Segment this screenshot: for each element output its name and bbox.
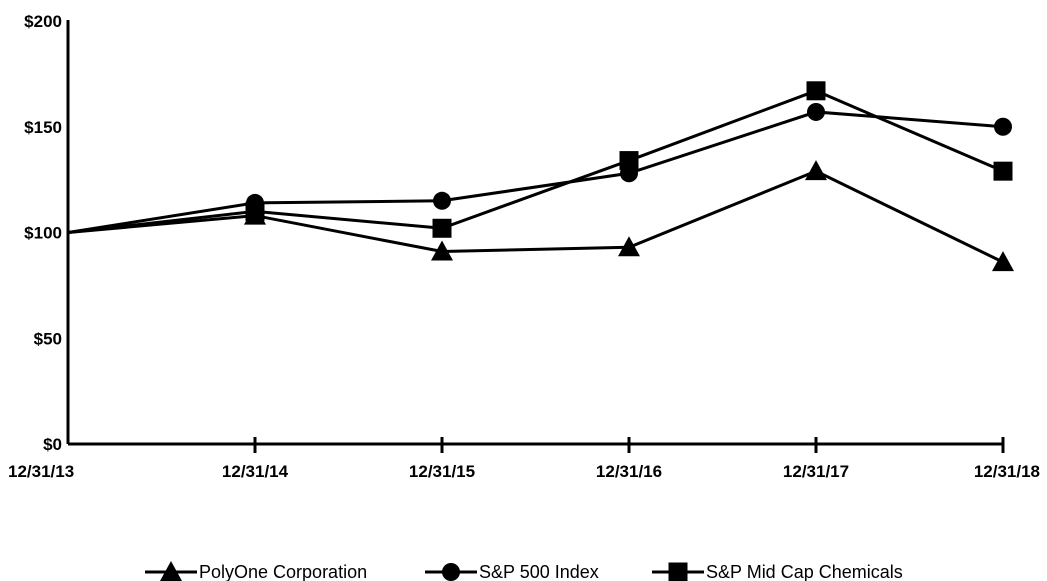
axes — [66, 20, 1005, 453]
data-point-square — [245, 201, 265, 221]
legend-label: S&P 500 Index — [479, 562, 599, 581]
x-tick-label: 12/31/18 — [974, 462, 1040, 481]
data-point-square — [806, 81, 826, 101]
x-tick-label: 12/31/16 — [596, 462, 662, 481]
legend: PolyOne Corporation S&P 500 Index S&P Mid … — [145, 561, 903, 581]
y-tick-label: $0 — [43, 435, 62, 454]
data-point-triangle — [992, 251, 1014, 272]
series-line — [67, 169, 1004, 264]
x-axis-tick-labels: 12/31/13 12/31/14 12/31/15 12/31/16 12/31/17… — [8, 462, 1040, 481]
series-line — [67, 89, 1004, 234]
legend-marker-square — [668, 562, 688, 581]
data-point-square — [432, 218, 452, 238]
data-point-triangle — [805, 160, 827, 181]
data-point-triangle — [431, 240, 453, 261]
data-point-circle — [994, 117, 1012, 136]
x-tick-label: 12/31/14 — [222, 462, 289, 481]
legend-item: S&P 500 Index — [425, 562, 599, 581]
y-axis-tick-labels: $0 $50 $100 $150 $200 — [24, 12, 62, 454]
y-tick-label: $100 — [24, 224, 62, 243]
y-tick-label: $200 — [24, 12, 62, 31]
legend-label: PolyOne Corporation — [199, 562, 367, 581]
legend-item: S&P Mid Cap Chemicals — [652, 562, 903, 581]
data-point-square — [619, 151, 639, 171]
series-lines — [67, 81, 1014, 272]
x-tick-label: 12/31/15 — [409, 462, 475, 481]
x-tick-label: 12/31/17 — [783, 462, 849, 481]
legend-item: PolyOne Corporation — [145, 561, 367, 581]
legend-label: S&P Mid Cap Chemicals — [706, 562, 903, 581]
data-point-circle — [807, 102, 825, 121]
y-tick-label: $150 — [24, 118, 62, 137]
x-tick-label: 12/31/13 — [8, 462, 74, 481]
data-point-triangle — [618, 236, 640, 257]
legend-marker-circle — [442, 563, 460, 581]
series-square — [67, 81, 1013, 238]
series-line — [67, 110, 1004, 234]
series-circle — [67, 102, 1012, 234]
y-tick-label: $50 — [34, 329, 62, 348]
data-point-circle — [433, 191, 451, 210]
data-point-square — [993, 161, 1013, 181]
legend-marker-triangle — [160, 561, 182, 581]
